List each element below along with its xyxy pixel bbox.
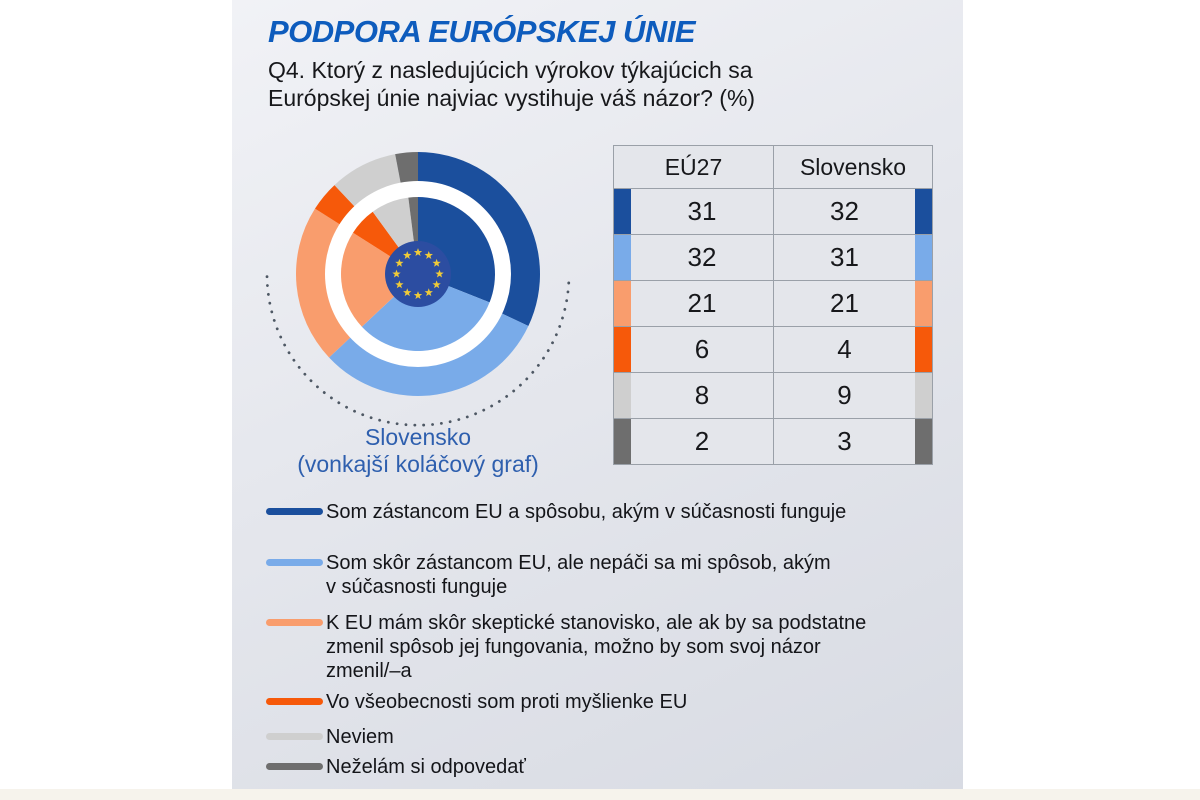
cell-eu27: 21 [687, 288, 717, 318]
legend-label: Som skôr zástancom EU, ale nepáči sa mi … [326, 552, 831, 598]
page-title: PODPORA EURÓPSKEJ ÚNIE [268, 14, 696, 49]
outer-ring-label-note: (vonkajší koláčový graf) [297, 451, 539, 477]
eu-star-icon [403, 288, 412, 297]
row-color-marker-right [915, 327, 932, 372]
legend-item: Som skôr zástancom EU, ale nepáči sa mi … [266, 551, 938, 599]
eu-star-icon [395, 280, 404, 289]
eu-star-icon [392, 269, 401, 278]
cell-eu27: 31 [687, 196, 717, 226]
cell-slovensko: 4 [773, 327, 915, 372]
outer-ring-label-name: Slovensko [364, 424, 472, 450]
legend-swatch-orange [266, 698, 323, 705]
legend-swatch-dark-gray [266, 763, 323, 770]
table-row: 21 21 [614, 281, 932, 327]
table-row: 31 32 [614, 189, 932, 235]
legend-label: Neviem [326, 726, 394, 748]
dotted-arc-annotation [265, 275, 571, 427]
cell-eu27: 32 [687, 242, 717, 272]
legend-item: Vo všeobecnosti som proti myšlienke EU [266, 690, 938, 714]
eu-star-icon [395, 258, 404, 267]
row-color-marker-right [915, 189, 932, 234]
row-color-marker-left [614, 281, 631, 326]
legend: Som zástancom EU a spôsobu, akým v súčas… [266, 500, 938, 779]
eu-star-icon [403, 250, 412, 259]
row-color-marker-left [614, 373, 631, 418]
eu-flag-icon [385, 241, 451, 307]
legend-item: K EU mám skôr skeptické stanovisko, ale … [266, 611, 938, 683]
donut-svg [265, 152, 571, 427]
bottom-strip [0, 789, 1200, 800]
table-row: 2 3 [614, 419, 932, 464]
eu-star-icon [424, 250, 433, 259]
cell-slovensko: 3 [773, 419, 915, 464]
legend-item: Som zástancom EU a spôsobu, akým v súčas… [266, 500, 938, 524]
legend-label: K EU mám skôr skeptické stanovisko, ale … [326, 612, 867, 682]
table-header-eu27: EÚ27 [664, 153, 723, 180]
cell-slovensko: 9 [773, 373, 915, 418]
inner-ring-segment [341, 232, 418, 327]
cell-slovensko: 31 [773, 235, 915, 280]
legend-item: Neviem [266, 725, 938, 749]
cell-eu27: 6 [694, 334, 710, 364]
row-color-marker-left [614, 235, 631, 280]
cell-eu27: 2 [694, 426, 710, 456]
data-table: EÚ27 Slovensko 31 32 32 31 21 21 [613, 145, 933, 465]
eu-star-icon [432, 258, 441, 267]
legend-swatch-light-gray [266, 733, 323, 740]
row-color-marker-right [915, 281, 932, 326]
outer-ring-label: Slovensko (vonkajší koláčový graf) [238, 424, 598, 478]
row-color-marker-left [614, 327, 631, 372]
row-color-marker-right [915, 419, 932, 464]
table-row: 6 4 [614, 327, 932, 373]
table-row: 8 9 [614, 373, 932, 419]
eu-star-icon [435, 269, 444, 278]
legend-swatch-dark-blue [266, 508, 323, 515]
legend-label: Som zástancom EU a spôsobu, akým v súčas… [326, 501, 847, 523]
eu-star-icon [432, 280, 441, 289]
eu-star-icon [413, 248, 423, 257]
cell-slovensko: 32 [773, 189, 915, 234]
legend-swatch-salmon [266, 619, 323, 626]
chart-card: PODPORA EURÓPSKEJ ÚNIE Q4. Ktorý z nasle… [232, 0, 963, 789]
legend-item: Neželám si odpovedať [266, 755, 938, 779]
eu-star-icon [413, 291, 423, 300]
row-color-marker-right [915, 235, 932, 280]
question-text: Q4. Ktorý z nasledujúcich výrokov týkajú… [268, 57, 756, 111]
row-color-marker-left [614, 419, 631, 464]
cell-slovensko: 21 [773, 281, 915, 326]
eu-star-icon [424, 288, 433, 297]
legend-swatch-light-blue [266, 559, 323, 566]
inner-ring-segment [361, 274, 490, 351]
cell-eu27: 8 [694, 380, 710, 410]
legend-label: Neželám si odpovedať [326, 756, 526, 778]
table-header-slovensko: Slovensko [773, 146, 932, 188]
table-header-row: EÚ27 Slovensko [614, 146, 932, 189]
nested-donut-chart [240, 96, 596, 452]
legend-label: Vo všeobecnosti som proti myšlienke EU [326, 691, 688, 713]
row-color-marker-right [915, 373, 932, 418]
row-color-marker-left [614, 189, 631, 234]
table-row: 32 31 [614, 235, 932, 281]
